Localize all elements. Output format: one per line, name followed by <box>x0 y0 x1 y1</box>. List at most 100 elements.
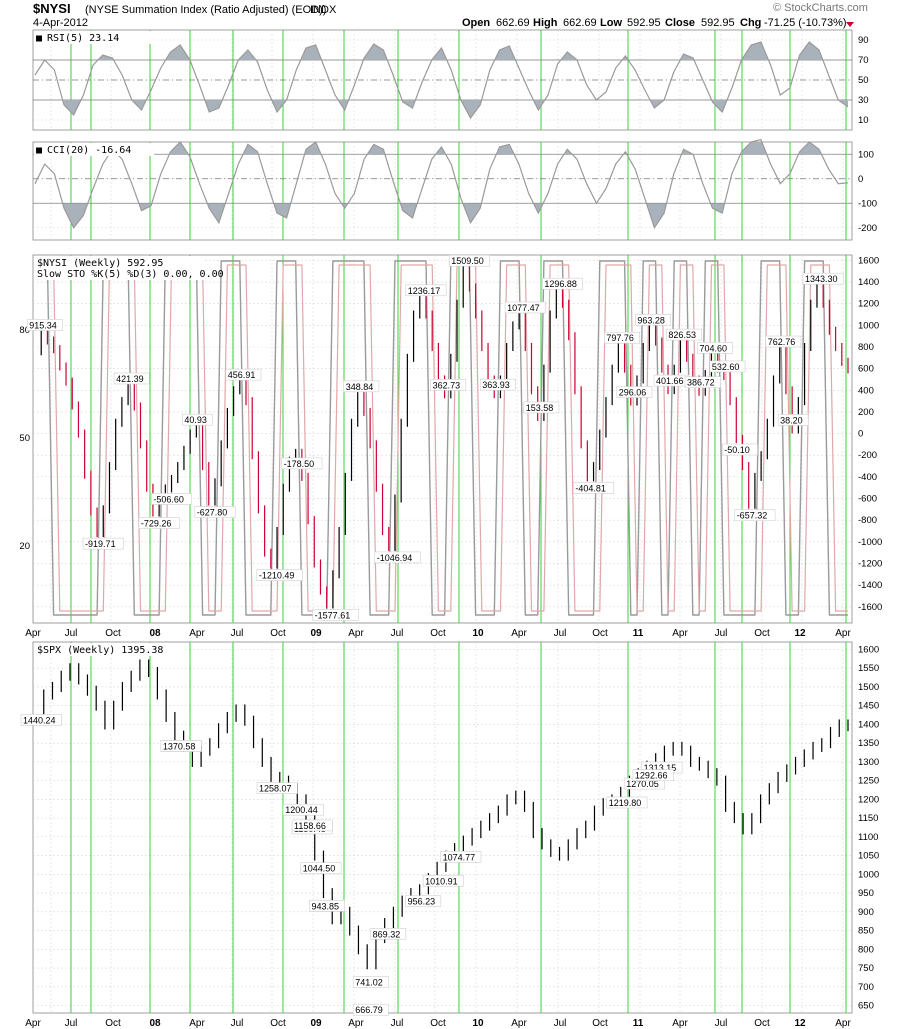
value-callout-box <box>300 862 342 874</box>
x-tick-label: Apr <box>835 628 851 639</box>
value-callout-box <box>405 284 447 297</box>
value-callout-box <box>523 401 560 414</box>
x-tick-label: Apr <box>25 628 41 639</box>
close-value: 592.95 <box>701 17 735 29</box>
x-tick-label: Apr <box>835 1018 851 1029</box>
value-callout-box <box>291 819 333 832</box>
x-tick-label: Jul <box>65 1018 78 1029</box>
x-tick-label: Jul <box>391 628 404 639</box>
cci-legend: CCI(20) -16.64 <box>47 145 131 156</box>
x-tick-label: Oct <box>754 628 770 639</box>
y-tick-label: -100 <box>858 198 877 209</box>
value-callout-box <box>370 928 407 940</box>
value-callout: 38.20 <box>780 415 803 425</box>
x-tick-label: Apr <box>511 1018 527 1029</box>
x-tick-label: Jul <box>391 1018 404 1029</box>
x-tick-label: 08 <box>149 1018 161 1029</box>
y-tick-label: -400 <box>858 472 877 483</box>
value-callout-box <box>440 851 482 863</box>
overbought-fill <box>35 42 848 60</box>
value-callout-box <box>281 457 323 470</box>
x-tick-label: Oct <box>592 628 608 639</box>
chart-header: $NYSI (NYSE Summation Index (Ratio Adjus… <box>33 1 868 29</box>
y-tick-label: 1150 <box>858 813 878 824</box>
legend-bg <box>34 31 154 44</box>
x-tick-label: Oct <box>105 628 121 639</box>
x-tick-label: Jul <box>715 628 728 639</box>
y-tick-label: 1400 <box>858 277 879 288</box>
value-callout-box <box>182 413 213 426</box>
value-callout: 1158.66 <box>294 821 326 831</box>
value-callout-box <box>405 895 442 908</box>
nysi-panel: 1600 1400 1200 1000 800 600 400 200 0 -200 -400 -60… <box>32 254 882 624</box>
spx-panel-frame <box>32 641 853 1014</box>
value-callout: 1236.17 <box>408 286 441 296</box>
value-callout-box <box>194 506 236 518</box>
value-callout-box <box>82 537 124 550</box>
value-callout-box <box>765 335 802 348</box>
value-callout: -1046.94 <box>377 553 413 563</box>
y-tick-label: 850 <box>858 926 874 937</box>
y-tick-label: -1000 <box>858 537 882 548</box>
x-tick-label: 11 <box>633 1018 644 1029</box>
value-callout: 956.23 <box>408 897 436 907</box>
y-tick-label: 100 <box>858 149 874 160</box>
y-tick-label: 800 <box>858 342 874 353</box>
value-callout: 1509.50 <box>451 256 484 266</box>
value-callout-box <box>309 900 345 912</box>
y-tick-label: 1100 <box>858 832 878 843</box>
slow-sto-d-line <box>35 264 848 612</box>
x-tick-label: Jul <box>231 1018 244 1029</box>
legend-bg <box>34 143 154 156</box>
value-callout: -506.60 <box>153 494 184 504</box>
x-tick-label: Oct <box>270 1018 286 1029</box>
value-callout: 386.72 <box>687 378 715 388</box>
legend-swatch-icon: ■ <box>36 145 42 156</box>
down-triangle-icon <box>846 22 854 27</box>
low-label: Low <box>600 17 622 29</box>
value-callout-box <box>352 976 389 988</box>
nysi-legend: $NYSI (Weekly) 592.95 <box>37 258 163 269</box>
symbol-title: $NYSI <box>33 1 71 16</box>
close-label: Close <box>665 17 695 29</box>
x-tick-label: Jul <box>65 628 78 639</box>
value-callout-box <box>343 380 380 393</box>
y-tick-label: -800 <box>858 515 877 526</box>
y-tick-label: -1600 <box>858 602 882 613</box>
x-tick-label: Jul <box>231 628 244 639</box>
value-callout: 762.76 <box>768 337 796 347</box>
x-tick-label: 10 <box>472 628 484 639</box>
overbought-fill <box>35 142 848 155</box>
value-callout-box <box>616 386 653 398</box>
exchange-label: INDX <box>310 4 337 16</box>
high-value: 662.69 <box>563 17 597 29</box>
value-callout: -627.80 <box>197 508 228 518</box>
open-value: 662.69 <box>496 17 530 29</box>
value-callout-box <box>422 874 464 887</box>
value-callout: 1270.05 <box>626 779 659 789</box>
y-tick-label: 200 <box>858 407 874 418</box>
y-tick-label: 1200 <box>858 299 879 310</box>
high-label: High <box>533 17 558 29</box>
value-callout-box <box>113 372 150 385</box>
value-callout: 362.73 <box>433 380 461 390</box>
value-callout-box <box>721 443 758 456</box>
x-tick-label: Jul <box>554 628 567 639</box>
x-tick-label: 10 <box>472 1018 484 1029</box>
y-tick-label: 650 <box>858 1001 874 1012</box>
value-callout-box <box>573 482 615 494</box>
value-callout-box <box>632 769 674 781</box>
y-tick-label: -200 <box>858 450 877 461</box>
y-tick-label: -1400 <box>858 580 882 591</box>
y-tick-label: 1200 <box>858 794 879 805</box>
value-callout: -657.32 <box>737 511 768 521</box>
y-tick-label: -1200 <box>858 558 882 569</box>
value-callout-box <box>635 314 671 326</box>
stoch-tick-label: 20 <box>19 541 30 552</box>
x-tick-label: Apr <box>189 628 205 639</box>
chg-value: -71.25 (-10.73%) <box>764 17 847 29</box>
copyright: © StockCharts.com <box>773 2 868 14</box>
y-tick-label: 90 <box>858 35 869 46</box>
x-tick-label: 12 <box>794 1018 806 1029</box>
value-callout: 1313.15 <box>644 763 677 773</box>
